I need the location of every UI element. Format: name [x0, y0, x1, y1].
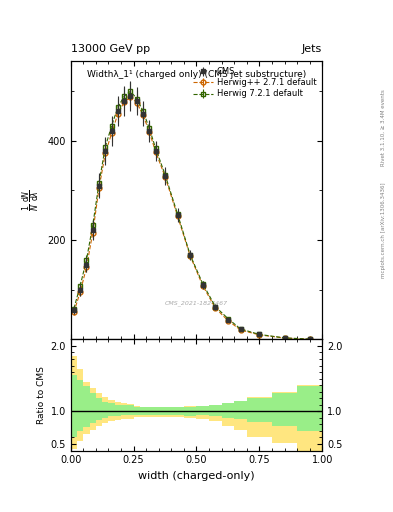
- Text: CMS_2021-1824467: CMS_2021-1824467: [165, 301, 228, 306]
- Text: Widthλ_1¹ (charged only) (CMS jet substructure): Widthλ_1¹ (charged only) (CMS jet substr…: [87, 70, 306, 79]
- Text: mcplots.cern.ch [arXiv:1306.3436]: mcplots.cern.ch [arXiv:1306.3436]: [381, 183, 386, 278]
- Legend: CMS, Herwig++ 2.7.1 default, Herwig 7.2.1 default: CMS, Herwig++ 2.7.1 default, Herwig 7.2.…: [191, 66, 318, 100]
- Y-axis label: $\frac{1}{N}\,\frac{\mathrm{d}N}{\mathrm{d}\lambda}$: $\frac{1}{N}\,\frac{\mathrm{d}N}{\mathrm…: [20, 189, 42, 211]
- Y-axis label: Ratio to CMS: Ratio to CMS: [37, 366, 46, 424]
- Text: Rivet 3.1.10, ≥ 3.4M events: Rivet 3.1.10, ≥ 3.4M events: [381, 90, 386, 166]
- Text: 13000 GeV pp: 13000 GeV pp: [71, 44, 150, 54]
- Text: Jets: Jets: [302, 44, 322, 54]
- X-axis label: width (charged-only): width (charged-only): [138, 471, 255, 481]
